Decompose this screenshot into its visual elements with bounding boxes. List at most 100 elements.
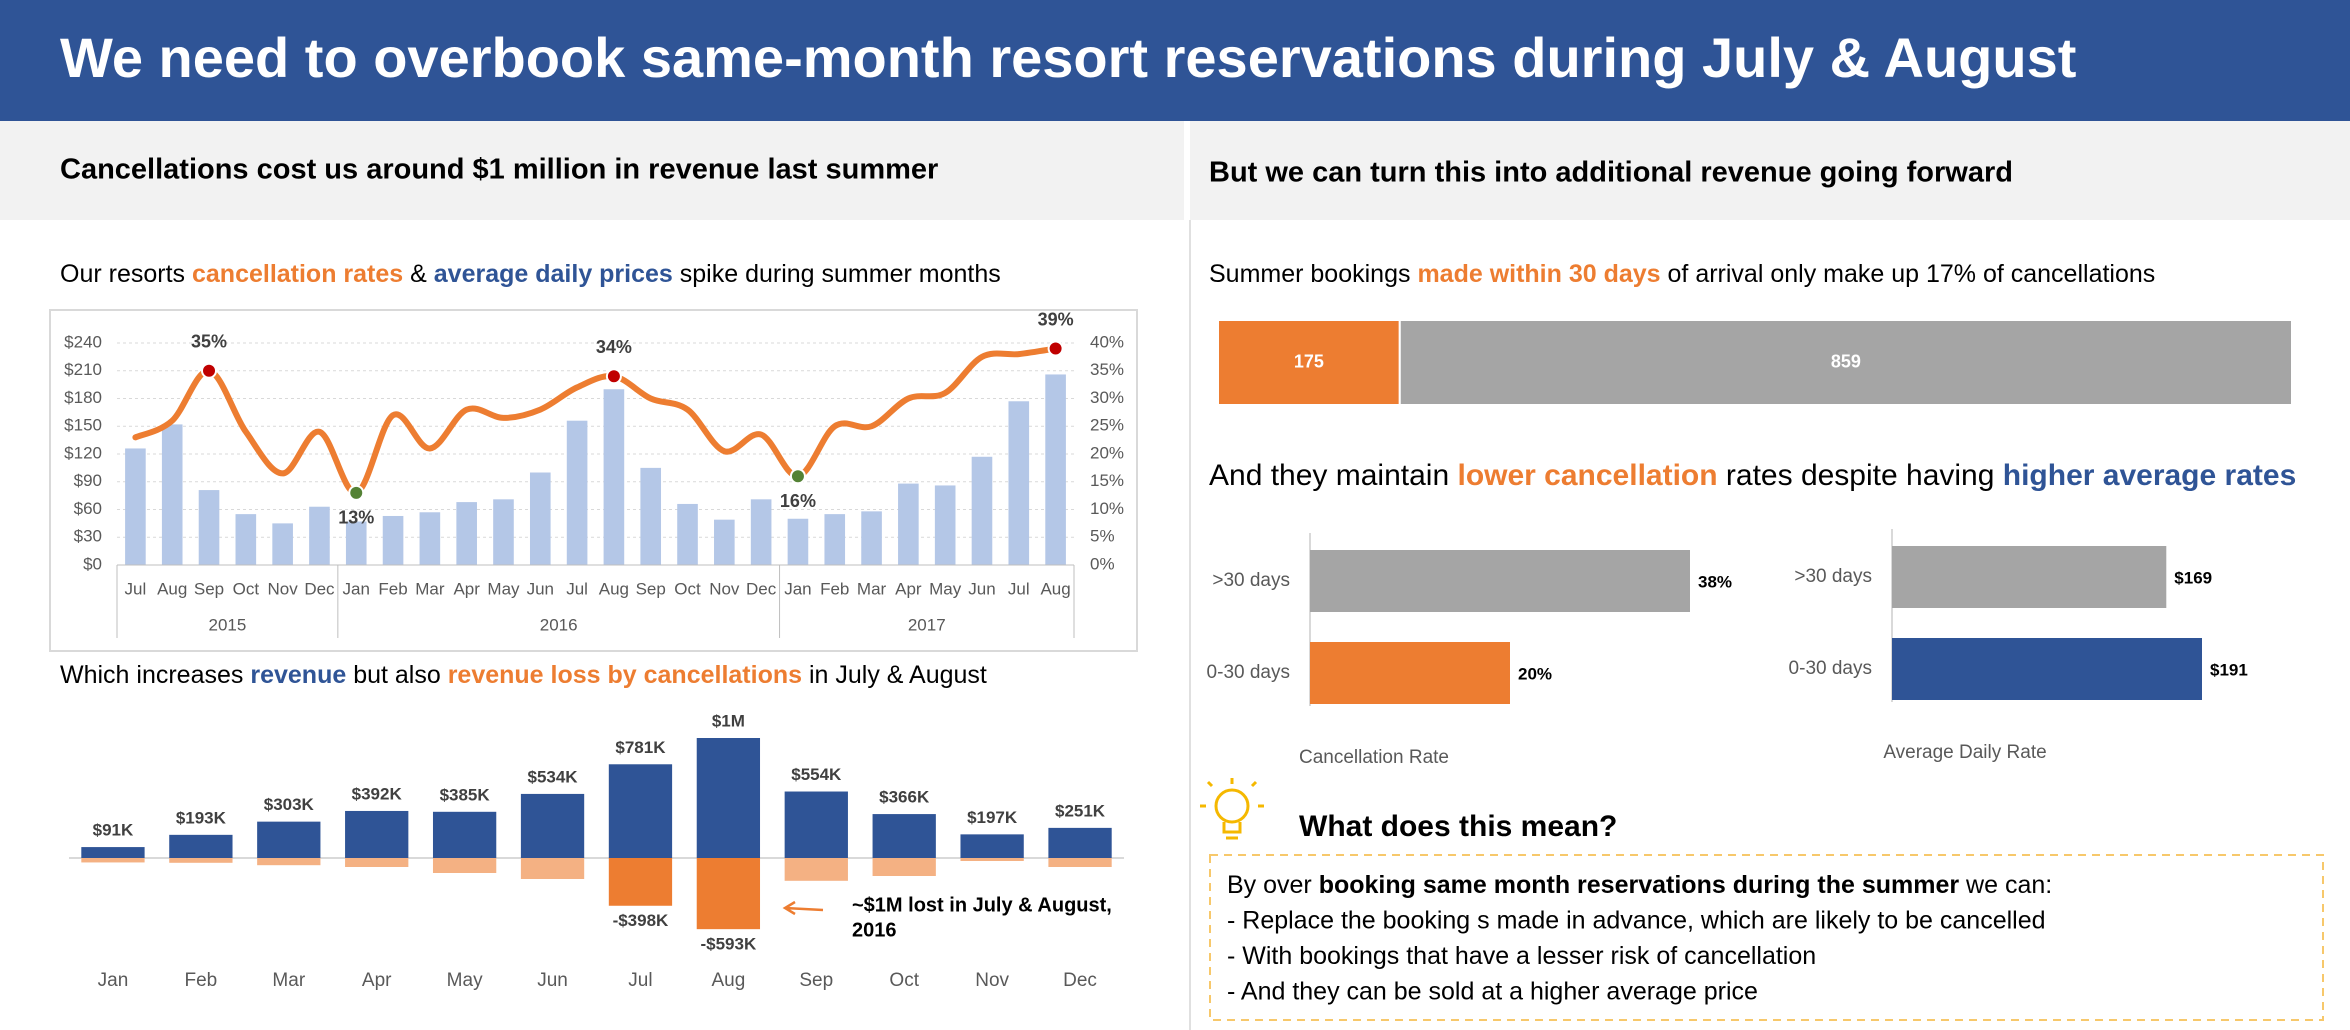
bar [456,502,477,565]
x-tick-label: Jul [125,579,147,598]
data-label: -$593K [700,935,756,954]
data-label: 34% [596,337,632,357]
bar [872,814,936,858]
x-tick-label: May [929,579,962,598]
bar [272,523,293,565]
x-tick-label: Aug [711,970,745,991]
data-label: $91K [93,821,134,840]
data-label: $169 [2174,568,2212,587]
data-label: $251K [1055,801,1106,820]
data-label: $191 [2210,660,2248,679]
x-tick-label: Oct [233,579,260,598]
bar [493,499,514,565]
x-tick-label: Jan [784,579,811,598]
bar [520,793,585,858]
bar [566,420,588,565]
x-tick-label: Aug [157,579,187,598]
annotation: 2016 [852,919,897,941]
insight-line: By over booking same month reservations … [1227,871,2052,899]
x-tick-label: Feb [378,579,407,598]
data-label: 13% [338,508,374,528]
y-tick-label: $0 [83,554,102,573]
bar [81,847,145,858]
x-axis-label: Average Daily Rate [1883,742,2046,763]
bar [1310,642,1510,704]
bar [714,519,735,565]
text-segment: Our resorts [60,260,192,288]
bar [169,834,233,858]
bar [161,424,183,565]
y-tick-label: $120 [64,443,102,462]
data-label: 20% [1518,664,1552,683]
text-segment: revenue loss by cancellations [448,661,802,689]
insight-line: - And they can be sold at a higher avera… [1227,977,1758,1005]
x-tick-label: Apr [895,579,922,598]
annotation-arrow [782,900,824,916]
x-tick-label: Sep [799,970,833,991]
x-tick-label: Sep [636,579,666,598]
bar [824,514,846,565]
x-tick-label: Oct [889,970,919,991]
bar [677,503,698,565]
data-label: $197K [967,808,1018,827]
x-tick-label: Nov [709,579,740,598]
y-tick-label: $180 [64,388,102,407]
data-label: 39% [1038,309,1074,329]
x-tick-label: Apr [453,579,480,598]
bar [1008,401,1030,565]
y-tick-label: $150 [64,416,102,435]
y-tick-label: $210 [64,360,102,379]
y2-tick-label: 20% [1090,443,1124,462]
bar [696,858,761,930]
marker [1047,340,1064,357]
x-tick-label: Aug [1040,579,1070,598]
bar [309,506,330,565]
insight-line: - Replace the booking s made in advance,… [1227,906,2046,934]
bar [787,518,809,565]
y-tick-label: $90 [74,471,102,490]
insight-box [1209,854,2324,1021]
bar [382,515,404,565]
x-tick-label: Jun [537,970,568,991]
y2-tick-label: 30% [1090,388,1124,407]
data-label: 35% [191,332,227,352]
group-label: 2016 [540,615,578,634]
bar [603,389,625,565]
text-segment: booking same month reservations during t… [1319,871,1960,899]
bar [934,485,956,565]
bar [529,472,551,565]
right-heading: But we can turn this into additional rev… [1209,157,2013,189]
bar [81,858,145,863]
text-segment: average daily prices [434,260,673,288]
text-segment: but also [346,661,447,689]
data-label: $1M [712,711,745,730]
data-label: 16% [780,491,816,511]
divider-gap [1184,121,1190,1030]
x-tick-label: Jul [566,579,588,598]
bar [784,858,848,881]
x-tick-label: May [487,579,520,598]
x-tick-label: Dec [746,579,777,598]
data-label: $385K [440,785,491,804]
chart-subtitle: And they maintain lower cancellation rat… [1209,459,2296,492]
bar [345,521,367,565]
text-segment: And they maintain [1209,459,1457,492]
bar [608,858,673,906]
insight-title: What does this mean? [1299,810,1617,843]
x-tick-label: Dec [1063,970,1097,991]
x-tick-label: Jan [343,579,370,598]
data-label: $534K [527,767,578,786]
chart-title: Summer bookings made within 30 days of a… [1209,260,2155,288]
marker [348,484,365,501]
group-label: 2017 [908,615,946,634]
x-tick-label: Mar [415,579,445,598]
data-label: $781K [615,738,666,757]
text-segment: Summer bookings [1209,260,1417,288]
x-tick-label: Feb [185,970,218,991]
marker [201,362,218,379]
y2-tick-label: 0% [1090,554,1115,573]
bar [169,858,233,863]
bar [1892,546,2167,608]
y-tick-label: $30 [74,527,102,546]
